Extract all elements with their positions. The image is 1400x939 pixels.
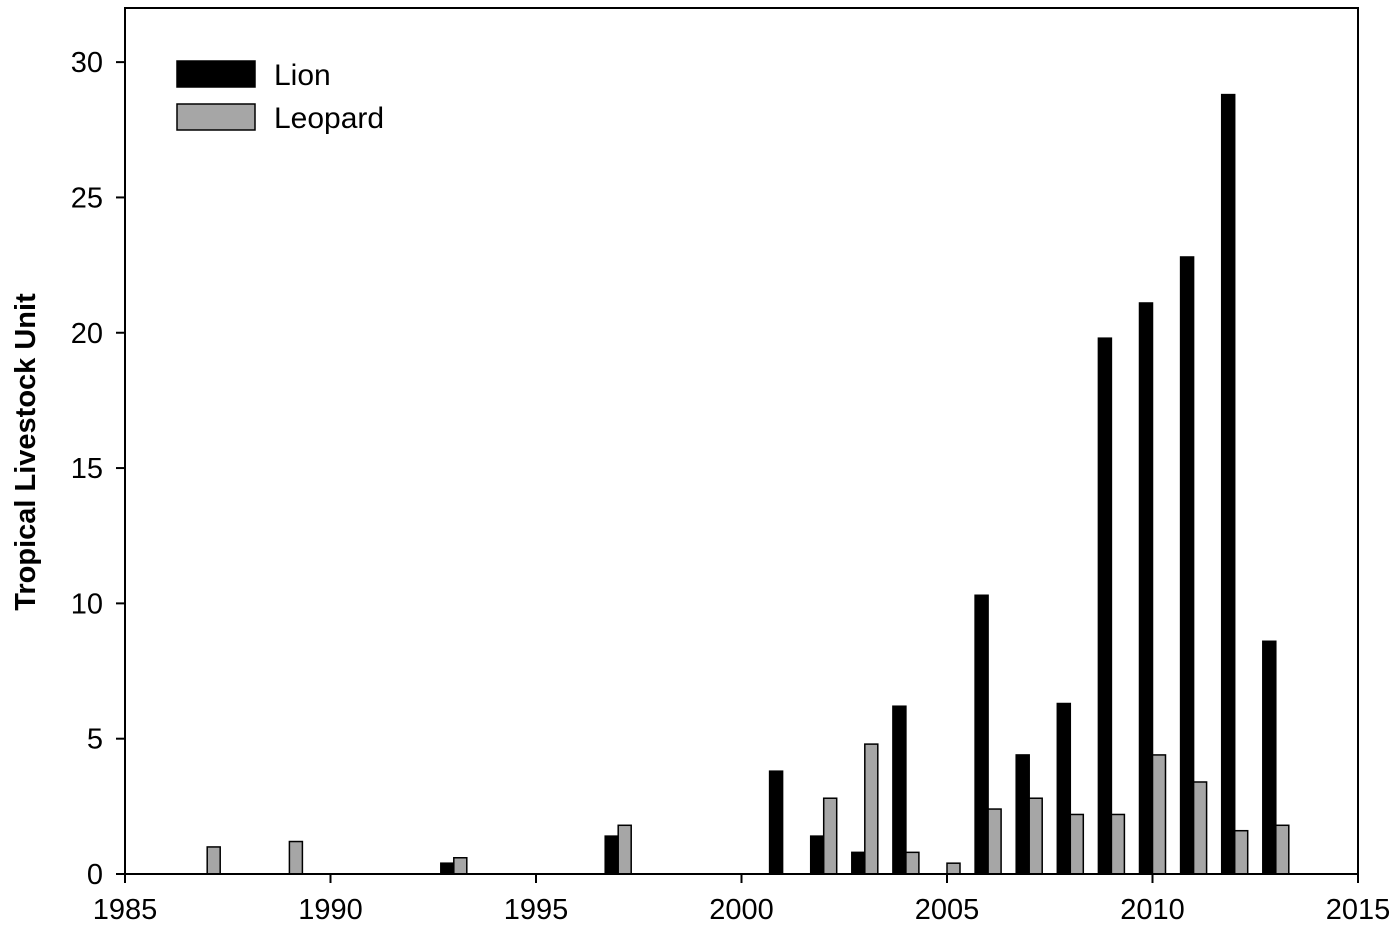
x-tick-label-1985: 1985 [93, 894, 158, 926]
bar-lion-2013 [1262, 640, 1277, 875]
bar-lion-2008 [1056, 702, 1072, 875]
bar-leopard-2012 [1233, 829, 1249, 875]
x-tick-label-1995: 1995 [504, 894, 569, 926]
bar-lion-2009 [1097, 337, 1113, 875]
bar-leopard-2008 [1069, 813, 1085, 875]
y-tick-label-20: 20 [71, 318, 103, 350]
x-tick-label-1990: 1990 [298, 894, 363, 926]
y-tick-label-5: 5 [87, 724, 103, 756]
bar-lion-1993 [440, 862, 455, 875]
y-tick-label-25: 25 [71, 182, 103, 214]
bars-layer [206, 93, 1290, 875]
bar-leopard-2003 [864, 743, 879, 875]
bar-leopard-1989 [288, 840, 304, 875]
y-tick-label-0: 0 [87, 859, 103, 891]
bar-leopard-2013 [1275, 824, 1290, 875]
bar-leopard-2005 [946, 862, 961, 875]
bar-lion-1997 [604, 835, 619, 875]
bar-leopard-2006 [987, 808, 1002, 875]
y-tick-label-10: 10 [71, 588, 103, 620]
bar-lion-2010 [1138, 302, 1154, 875]
legend: Lion Leopard [176, 59, 384, 135]
bar-lion-2003 [851, 851, 866, 875]
bar-leopard-2010 [1151, 754, 1167, 875]
x-tick-label-2005: 2005 [915, 894, 980, 926]
bar-lion-2007 [1015, 754, 1030, 875]
bar-lion-2011 [1179, 256, 1195, 875]
bar-leopard-2004 [905, 851, 920, 875]
legend-label-leopard: Leopard [274, 102, 384, 135]
x-tick-label-2010: 2010 [1120, 894, 1185, 926]
bar-lion-2002 [809, 835, 825, 875]
bar-leopard-2011 [1192, 781, 1208, 875]
y-tick-label-30: 30 [71, 47, 103, 79]
bar-lion-2006 [974, 594, 989, 875]
legend-label-lion: Lion [274, 59, 331, 92]
y-axis-title: Tropical Livestock Unit [10, 293, 42, 611]
plot-frame [124, 7, 1359, 875]
y-tick-label-15: 15 [71, 453, 103, 485]
legend-swatch-lion [176, 60, 256, 88]
legend-swatch-leopard [176, 103, 256, 131]
axes-layer [124, 7, 1359, 875]
bar-leopard-1987 [206, 846, 221, 875]
x-tick-label-2000: 2000 [709, 894, 774, 926]
bar-lion-2004 [892, 705, 907, 875]
bar-lion-2001 [768, 770, 784, 875]
bar-leopard-1997 [617, 824, 632, 875]
x-tick-label-2015: 2015 [1326, 894, 1391, 926]
bar-leopard-1993 [453, 857, 468, 875]
bar-leopard-2009 [1110, 813, 1126, 875]
ticks-layer: 1985 1990 1995 2000 2005 2010 2015 0 5 10 15 20 25 30 [71, 47, 1391, 926]
bar-lion-2012 [1220, 93, 1236, 875]
bar-leopard-2002 [822, 797, 838, 875]
bar-leopard-2007 [1028, 797, 1043, 875]
